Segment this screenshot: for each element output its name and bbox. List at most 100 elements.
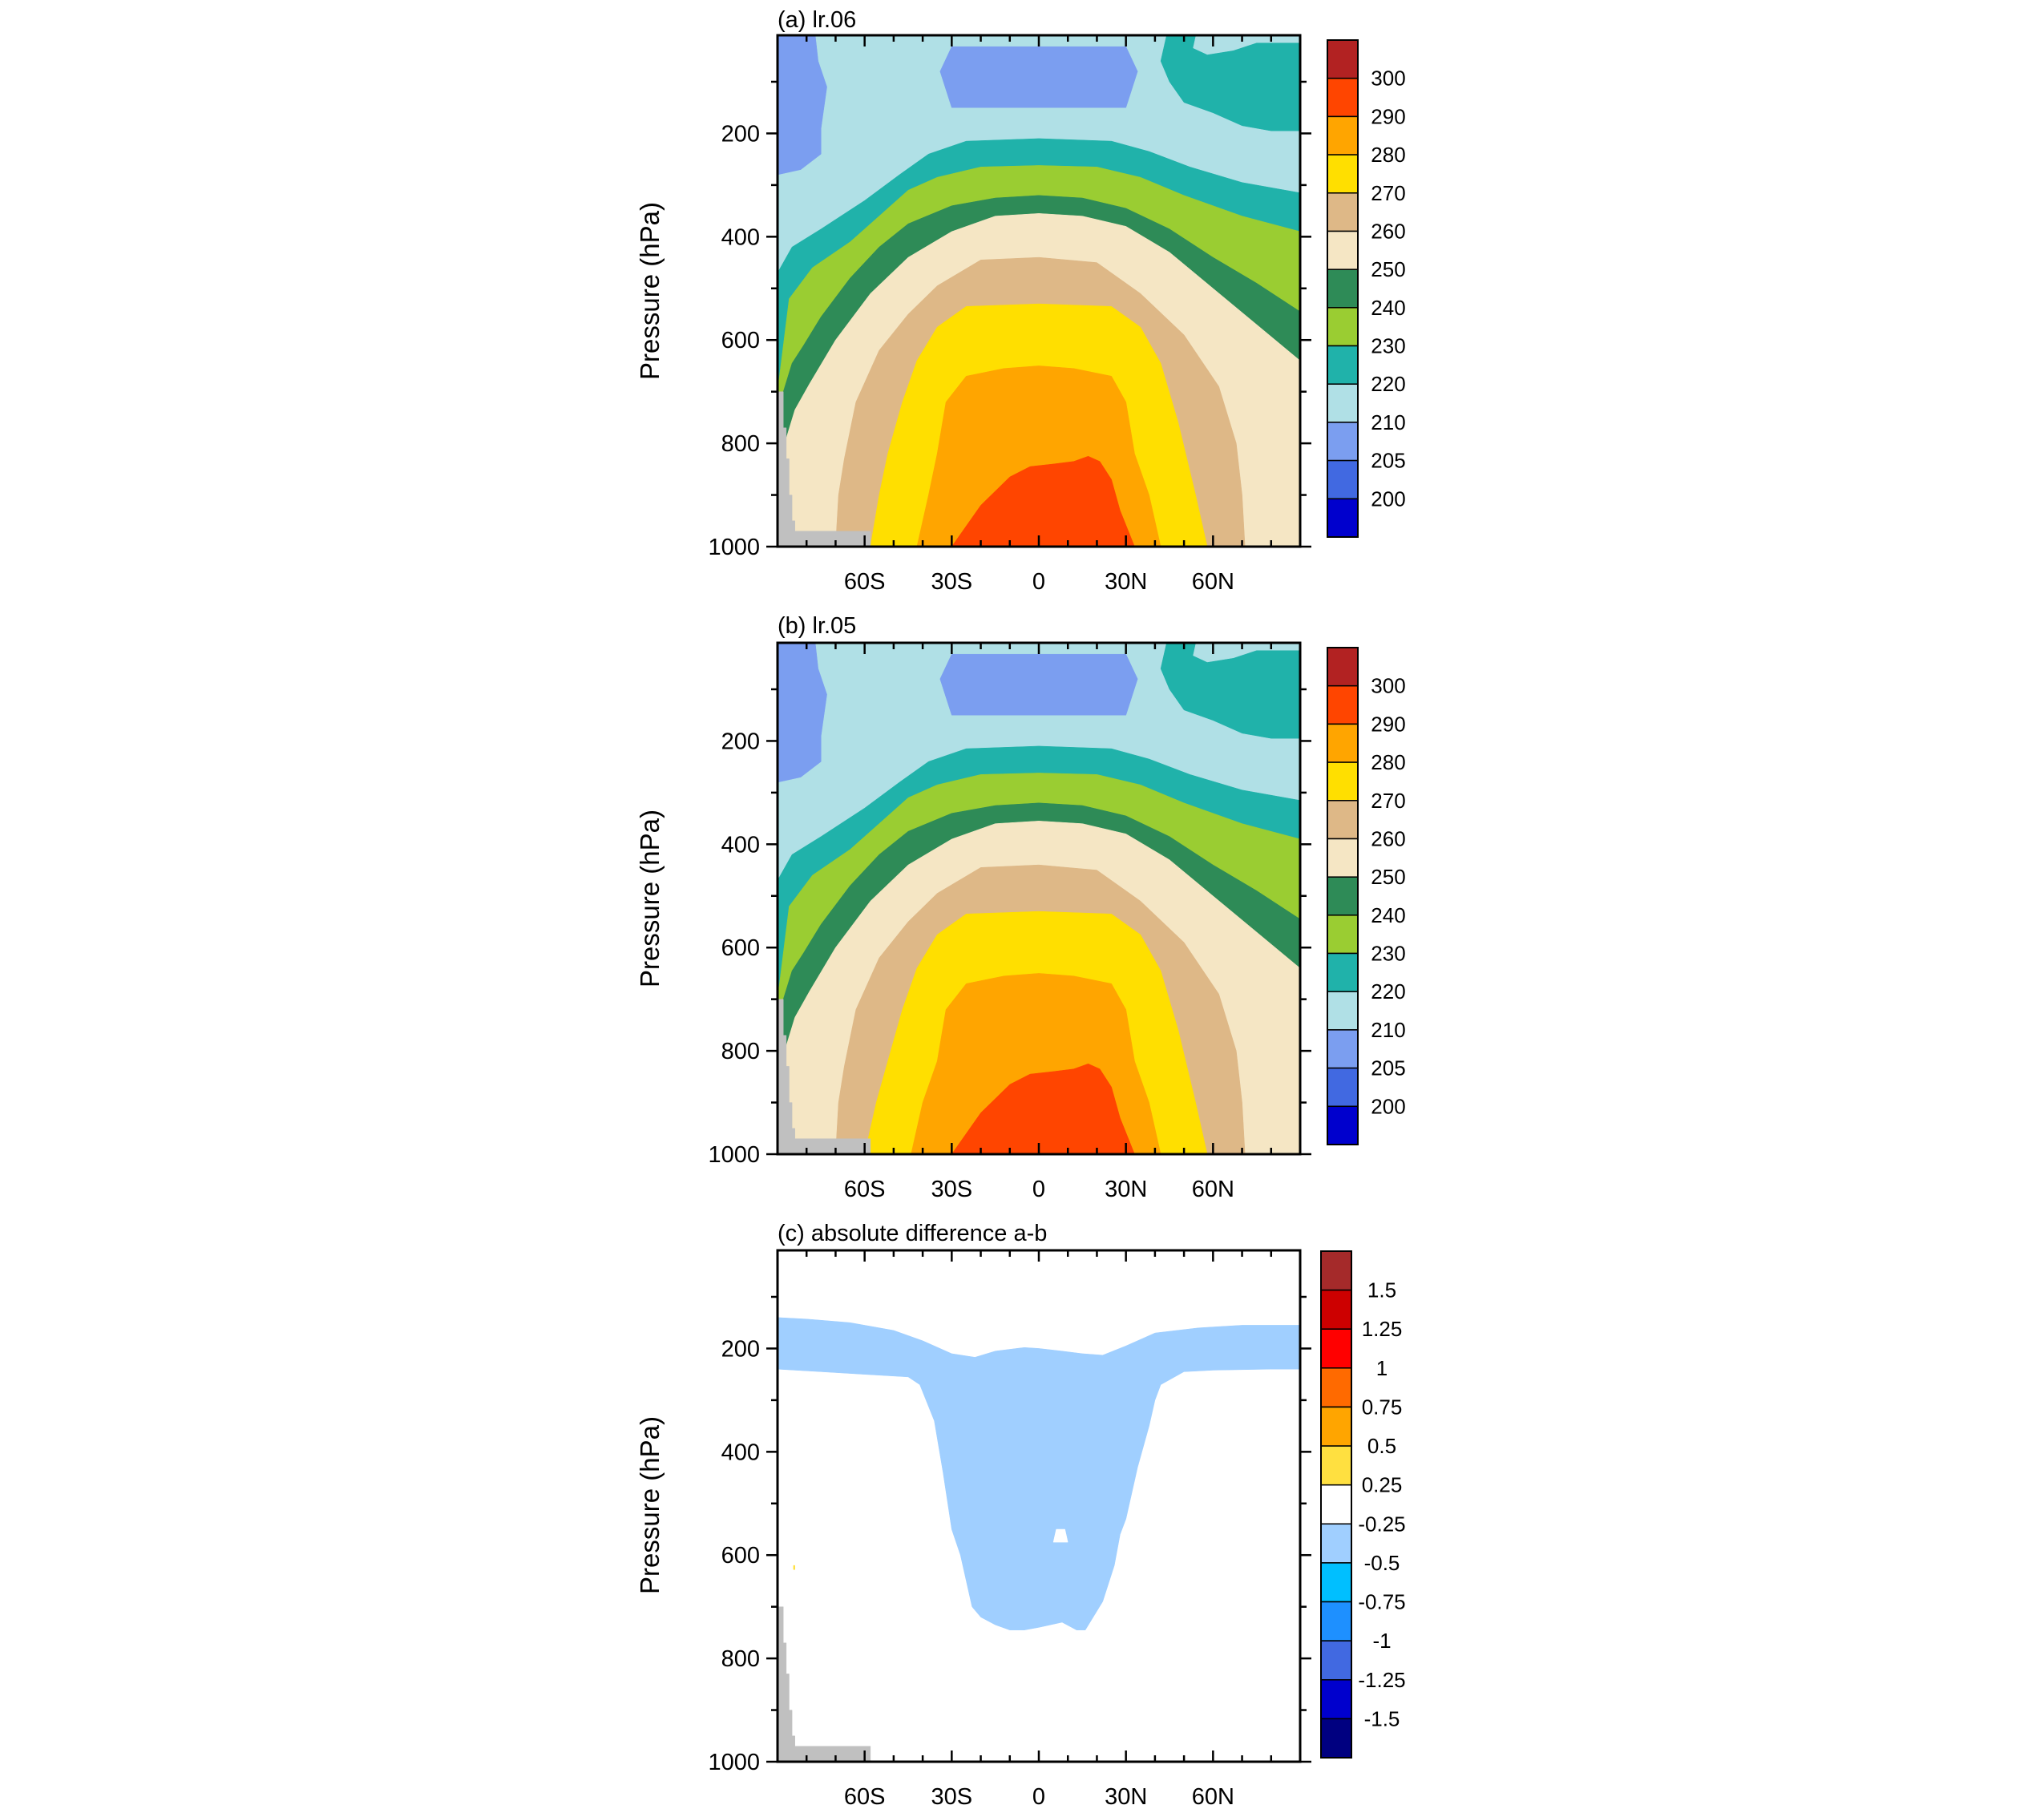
colorbar-label: 270 bbox=[1371, 789, 1405, 813]
colorbar-label: 240 bbox=[1371, 903, 1405, 927]
colorbar-label: 300 bbox=[1371, 674, 1405, 698]
contour-fills-c bbox=[777, 1250, 1301, 1763]
colorbar-cell bbox=[1327, 77, 1359, 118]
y-axis-label-b: Pressure (hPa) bbox=[635, 810, 665, 987]
y-tick-label: 1000 bbox=[708, 1142, 760, 1168]
colorbar-frame bbox=[1320, 1250, 1352, 1759]
colorbar-label: -1.5 bbox=[1364, 1706, 1400, 1730]
chart-title-b: (b) lr.05 bbox=[778, 613, 856, 639]
x-tick-labels-b: 60S 30S 0 30N 60N bbox=[844, 1177, 1234, 1202]
colorbar-cell bbox=[1327, 115, 1359, 155]
contour-region-205-210 bbox=[939, 653, 1138, 716]
x-tick-label: 0 bbox=[1032, 1177, 1045, 1202]
chart-title-a: (a) lr.06 bbox=[778, 7, 856, 33]
colorbar-cell bbox=[1327, 876, 1359, 916]
colorbar-cell bbox=[1327, 684, 1359, 725]
colorbar-label: 205 bbox=[1371, 449, 1405, 473]
colorbar-cell bbox=[1327, 647, 1359, 687]
colorbar-b bbox=[1327, 647, 1359, 1145]
colorbar-a bbox=[1327, 39, 1359, 538]
colorbar-labels-b: 300 290 280 270 260 250 240 230 220 210 … bbox=[1371, 674, 1405, 1119]
contour-fills-b bbox=[777, 642, 1301, 1155]
colorbar-label: 230 bbox=[1371, 942, 1405, 966]
colorbar-label: 230 bbox=[1371, 334, 1405, 358]
colorbar-label: 300 bbox=[1371, 67, 1405, 91]
colorbar-cell bbox=[1327, 307, 1359, 347]
y-tick-label: 600 bbox=[721, 935, 760, 961]
colorbar-label: 205 bbox=[1371, 1056, 1405, 1080]
x-tick-label: 60N bbox=[1192, 1177, 1234, 1202]
colorbar-label: 290 bbox=[1371, 104, 1405, 128]
colorbar-cell bbox=[1320, 1562, 1352, 1603]
colorbar-cell bbox=[1320, 1640, 1352, 1681]
colorbar-label: 1.25 bbox=[1362, 1317, 1403, 1341]
colorbar-cell bbox=[1327, 800, 1359, 840]
colorbar-label: 0.25 bbox=[1362, 1473, 1403, 1497]
x-tick-label: 60S bbox=[844, 1784, 886, 1805]
colorbar-cell bbox=[1320, 1718, 1352, 1759]
colorbar-label: 200 bbox=[1371, 487, 1405, 511]
colorbar-label: 0.5 bbox=[1367, 1434, 1396, 1458]
colorbar-cell bbox=[1327, 915, 1359, 955]
colorbar-cell bbox=[1327, 269, 1359, 309]
y-tick-label: 1000 bbox=[708, 1750, 760, 1775]
colorbar-cell bbox=[1320, 1406, 1352, 1447]
contour-region-missing bbox=[777, 1606, 871, 1763]
colorbar-label: 260 bbox=[1371, 827, 1405, 851]
colorbar-label: 0.75 bbox=[1362, 1395, 1403, 1419]
colorbar-label: -0.25 bbox=[1358, 1512, 1405, 1536]
contour-region-205-210 bbox=[777, 642, 827, 783]
x-tick-label: 30S bbox=[931, 569, 973, 595]
x-tick-label: 60S bbox=[844, 569, 886, 595]
x-tick-labels-a: 60S 30S 0 30N 60N bbox=[844, 569, 1234, 595]
panel-b: (b) lr.05 Pressure (hPa) 60S 30S 0 30N 6… bbox=[635, 613, 1406, 1202]
colorbar-label: -0.5 bbox=[1364, 1551, 1400, 1575]
x-tick-label: 30N bbox=[1105, 569, 1147, 595]
y-tick-label: 800 bbox=[721, 431, 760, 457]
colorbar-label: 290 bbox=[1371, 712, 1405, 736]
contour-region-290-300 bbox=[951, 1063, 1135, 1155]
colorbar-label: 270 bbox=[1371, 181, 1405, 205]
y-tick-label: 600 bbox=[721, 1543, 760, 1569]
colorbar-label: 250 bbox=[1371, 865, 1405, 889]
colorbar-cell bbox=[1327, 154, 1359, 194]
axis-ticks-b bbox=[766, 643, 1311, 1156]
contour-region-205-210 bbox=[777, 34, 827, 176]
chart-title-c: (c) absolute difference a-b bbox=[778, 1221, 1047, 1246]
axis-ticks-c bbox=[766, 1250, 1311, 1763]
colorbar-cell bbox=[1327, 1105, 1359, 1145]
colorbar-cell bbox=[1320, 1289, 1352, 1330]
colorbar-label: -0.75 bbox=[1358, 1590, 1405, 1614]
colorbar-cell bbox=[1327, 383, 1359, 423]
colorbar-c bbox=[1320, 1250, 1352, 1759]
contour-region-290-300 bbox=[951, 455, 1135, 547]
contour-fills-a bbox=[777, 34, 1301, 547]
x-tick-label: 30S bbox=[931, 1177, 973, 1202]
colorbar-labels-c: 1.5 1.25 1 0.75 0.5 0.25 -0.25 -0.5 -0.7… bbox=[1358, 1278, 1405, 1731]
y-axis-label-c: Pressure (hPa) bbox=[635, 1416, 665, 1594]
colorbar-label: 260 bbox=[1371, 220, 1405, 244]
colorbar-cell bbox=[1320, 1445, 1352, 1486]
y-tick-label: 200 bbox=[721, 729, 760, 754]
colorbar-label: 240 bbox=[1371, 296, 1405, 320]
colorbar-cell bbox=[1320, 1679, 1352, 1720]
colorbar-label: 220 bbox=[1371, 372, 1405, 396]
colorbar-cell bbox=[1327, 192, 1359, 232]
y-tick-label: 400 bbox=[721, 224, 760, 250]
colorbar-cell bbox=[1327, 230, 1359, 270]
x-tick-label: 30S bbox=[931, 1784, 973, 1805]
colorbar-cell bbox=[1327, 39, 1359, 79]
y-tick-labels-a: 200 400 600 800 1000 bbox=[708, 121, 760, 560]
contour-region--0-25-to-0-25 bbox=[1052, 1528, 1068, 1543]
y-tick-labels-b: 200 400 600 800 1000 bbox=[708, 729, 760, 1168]
colorbar-cell bbox=[1327, 952, 1359, 992]
colorbar-label: 280 bbox=[1371, 750, 1405, 774]
x-tick-label: 0 bbox=[1032, 1784, 1045, 1805]
x-tick-label: 60N bbox=[1192, 1784, 1234, 1805]
colorbar-frame bbox=[1327, 39, 1359, 538]
colorbar-label: 210 bbox=[1371, 410, 1405, 434]
colorbar-cell bbox=[1320, 1523, 1352, 1564]
colorbar-cell bbox=[1327, 498, 1359, 538]
contour-region-missing bbox=[777, 999, 871, 1155]
